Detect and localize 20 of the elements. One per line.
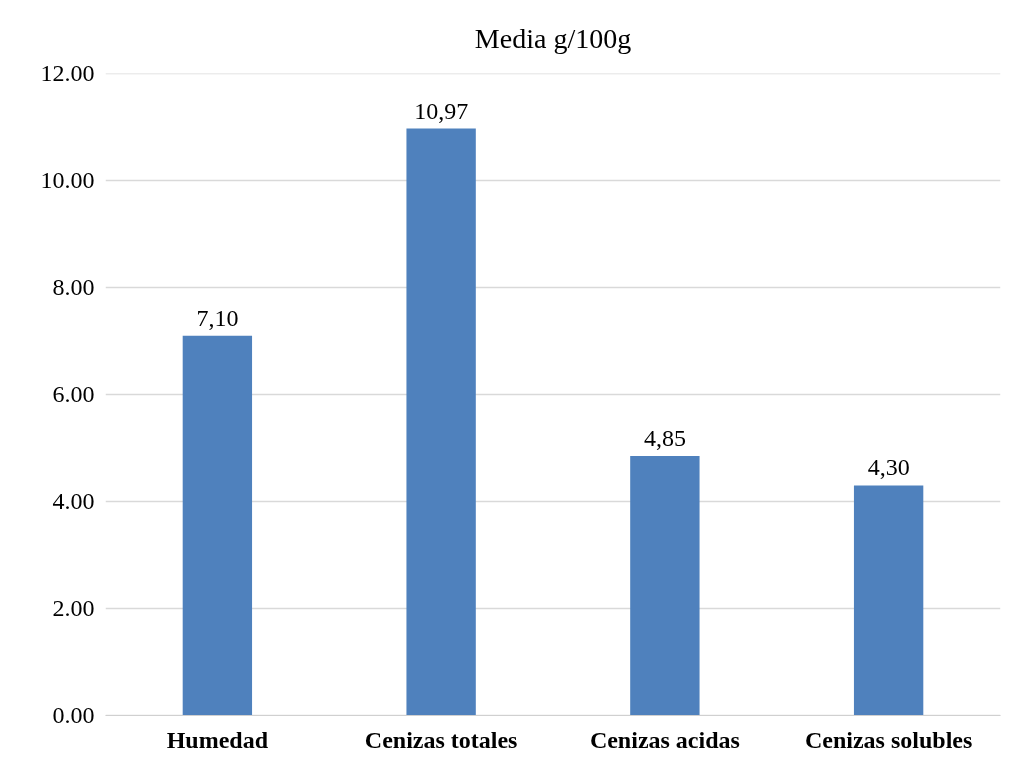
x-tick-label: Cenizas totales	[364, 726, 518, 753]
data-label: 4,30	[867, 454, 910, 481]
y-tick-label: 12.00	[40, 60, 95, 86]
data-label: 10,97	[414, 97, 469, 124]
data-label: 4,85	[643, 425, 686, 452]
y-tick-label: 2.00	[52, 595, 95, 621]
x-tick-label: Humedad	[166, 726, 269, 753]
x-tick-label: Cenizas acidas	[589, 726, 740, 753]
chart-title: Media g/100g	[474, 22, 632, 54]
y-tick-label: 4.00	[52, 488, 95, 514]
y-tick-label: 0.00	[52, 702, 95, 728]
y-tick-label: 8.00	[52, 274, 95, 300]
data-label: 7,10	[196, 304, 239, 331]
bar	[853, 485, 924, 716]
y-tick-label: 6.00	[52, 381, 95, 407]
y-tick-label: 10.00	[40, 167, 95, 193]
bar	[182, 335, 253, 716]
x-tick-label: Cenizas solubles	[804, 726, 973, 753]
bar	[630, 456, 700, 716]
bar	[406, 128, 476, 716]
